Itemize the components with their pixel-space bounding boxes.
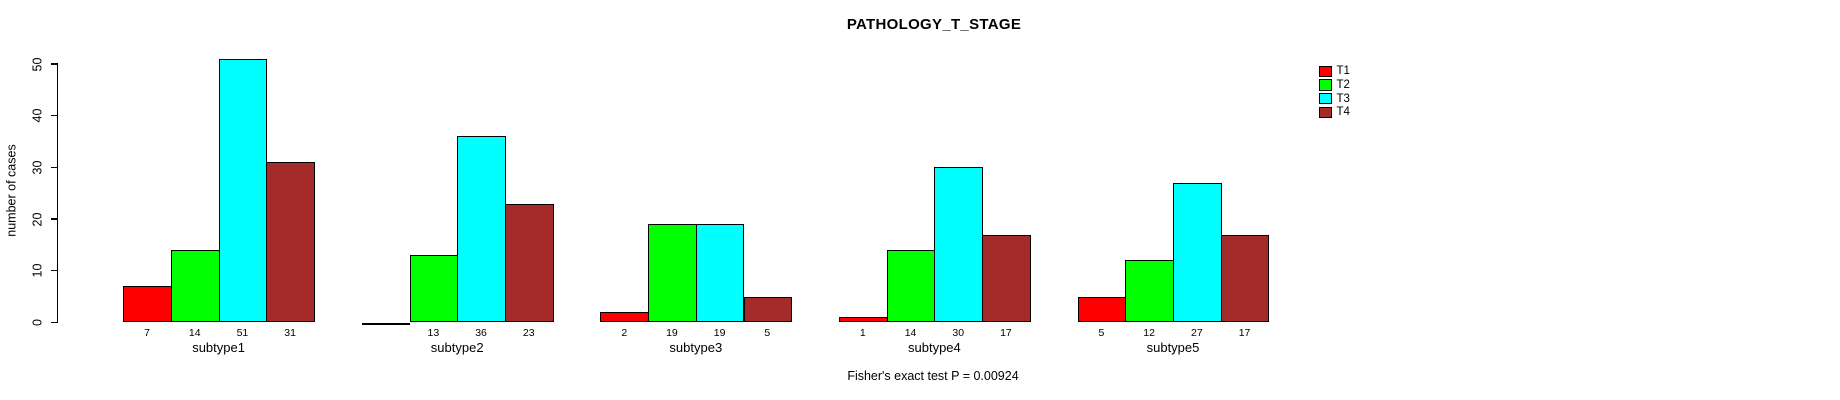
group-label-subtype2: subtype2: [430, 339, 484, 355]
group-label-subtype1: subtype1: [192, 339, 245, 355]
legend-label-T2: T2: [1336, 79, 1350, 92]
legend-label-T1: T1: [1336, 65, 1350, 78]
bar-value-label: 5: [1098, 326, 1105, 339]
bar-subtype1-T2: [170, 250, 220, 323]
bar-value-label: 1: [859, 326, 866, 339]
y-axis-line: [57, 64, 59, 323]
y-tick-label: 30: [30, 160, 45, 175]
bar-subtype5-T4: [1220, 234, 1270, 323]
bar-subtype2-T4: [504, 203, 554, 323]
bar-subtype4-T3: [934, 167, 984, 323]
bar-value-label: 12: [1143, 326, 1155, 339]
legend-swatch-T4: [1319, 106, 1332, 119]
bar-value-label: 36: [475, 326, 487, 339]
legend-item-T1: T1: [1319, 65, 1350, 78]
y-tick-label: 40: [30, 108, 45, 123]
bar-subtype4-T1: [839, 317, 888, 323]
group-label-subtype4: subtype4: [908, 339, 961, 355]
bar-subtype2-T2: [409, 255, 459, 323]
bar-subtype1-T4: [266, 162, 315, 323]
y-tick-mark: [50, 270, 58, 272]
bar-subtype2-T3: [457, 136, 506, 323]
chart-title: PATHOLOGY_T_STAGE: [846, 16, 1022, 33]
y-tick-label: 20: [30, 212, 45, 227]
y-tick-mark: [50, 218, 58, 220]
fisher-test-annotation: Fisher's exact test P = 0.00924: [847, 369, 1019, 383]
group-label-subtype5: subtype5: [1146, 339, 1200, 355]
y-tick-label: 10: [30, 263, 45, 278]
group-label-subtype3: subtype3: [669, 339, 723, 355]
y-tick-label: 50: [30, 57, 45, 71]
bar-value-label: 5: [764, 326, 771, 339]
bar-subtype4-T4: [982, 234, 1031, 323]
bar-value-label: 14: [188, 326, 201, 339]
bar-value-label: 30: [952, 326, 965, 339]
bar-value-label: 14: [904, 326, 917, 339]
bar-value-label: 51: [236, 326, 249, 339]
bar-value-label: 31: [284, 326, 296, 339]
bar-subtype1-T1: [123, 286, 172, 323]
bar-value-label: 19: [666, 326, 678, 339]
bar-value-label: 2: [621, 326, 628, 339]
bar-subtype3-T2: [648, 224, 697, 323]
y-tick-label: 0: [30, 319, 45, 326]
bar-subtype4-T2: [886, 250, 936, 323]
legend-item-T4: T4: [1319, 106, 1350, 119]
y-tick-mark: [50, 166, 58, 169]
legend-item-T2: T2: [1319, 79, 1350, 91]
bar-value-label: 7: [144, 326, 150, 339]
bar-subtype3-T4: [743, 296, 793, 323]
y-tick-mark: [50, 115, 58, 117]
legend-swatch-T1: [1319, 65, 1332, 78]
bar-subtype1-T3: [218, 58, 268, 323]
legend-label-T3: T3: [1336, 92, 1350, 105]
bar-subtype3-T1: [600, 312, 650, 323]
bar-value-label: 17: [1238, 326, 1251, 339]
y-tick-mark: [50, 63, 58, 65]
bar-subtype3-T3: [695, 224, 745, 323]
legend-swatch-T2: [1319, 79, 1332, 91]
legend-swatch-T3: [1319, 92, 1332, 105]
bar-subtype5-T2: [1125, 260, 1174, 323]
legend-item-T3: T3: [1319, 93, 1350, 105]
bar-value-label: 27: [1191, 326, 1203, 339]
bar-value-label: 13: [427, 326, 440, 339]
bar-subtype5-T3: [1173, 182, 1222, 323]
bar-value-label: 17: [1000, 326, 1012, 339]
legend-label-T4: T4: [1336, 106, 1350, 119]
bar-subtype2-T1: [361, 322, 411, 325]
bar-value-label: 19: [713, 326, 726, 339]
bar-value-label: 23: [522, 326, 535, 339]
y-tick-mark: [50, 321, 58, 324]
bar-subtype5-T1: [1077, 296, 1127, 323]
y-axis-label: number of cases: [4, 144, 19, 237]
